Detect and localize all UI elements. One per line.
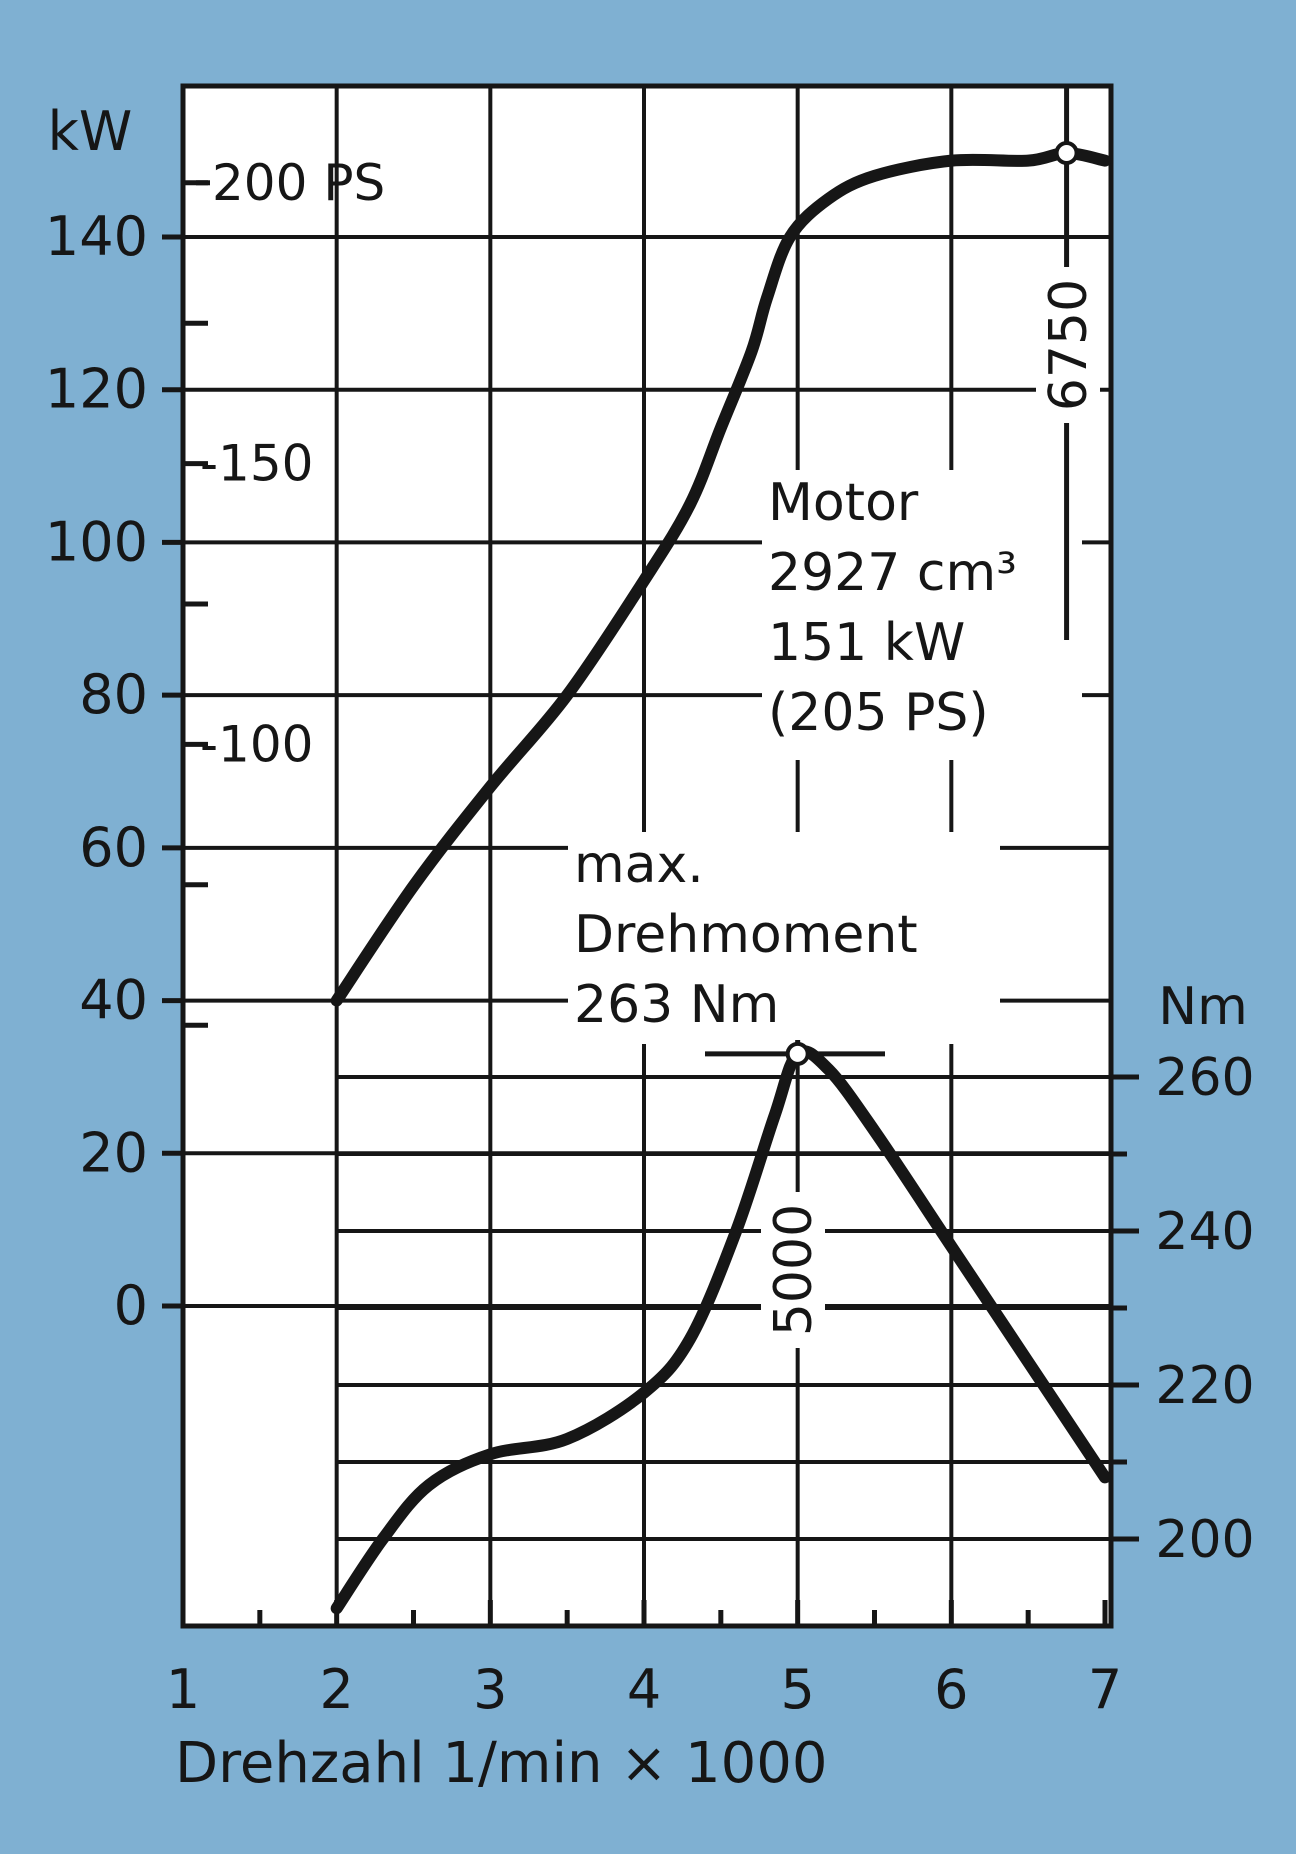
torque-annotation-line: max. <box>574 835 704 895</box>
ps-tick-label: -150 <box>200 435 313 493</box>
torque-curve <box>330 1045 1111 1615</box>
x-tick-label: 2 <box>319 1658 353 1721</box>
label-gaps <box>568 470 1082 1044</box>
x-tick-label: 4 <box>627 1658 661 1721</box>
left-tick-label: 120 <box>45 358 148 421</box>
power-curve <box>330 147 1111 1007</box>
right-tick-label: 220 <box>1155 1356 1254 1416</box>
x-axis-label: Drehzahl 1/min × 1000 <box>175 1731 828 1796</box>
motor-text-gap <box>762 470 1082 760</box>
peak-torque-rpm-group: 5000 <box>761 1192 825 1348</box>
peak-markers <box>785 141 1079 1066</box>
ps-tick-label: 200 PS <box>212 154 385 212</box>
motor-annotation-line: 151 kW <box>768 613 965 673</box>
left-axis-unit: kW <box>48 100 133 163</box>
ps-tick-labels: -100 -150 200 PS <box>196 154 385 773</box>
left-tick-label: 100 <box>45 510 148 573</box>
left-tick-label: 40 <box>79 969 148 1032</box>
left-tick-label: 140 <box>45 205 148 268</box>
peak-torque-marker <box>785 1041 810 1066</box>
left-tick-labels: 0 20 40 60 80 100 120 140 <box>45 205 148 1337</box>
tick-marks <box>162 86 1139 1626</box>
right-tick-label: 200 <box>1155 1510 1254 1570</box>
right-tick-labels: 200 220 240 260 <box>1155 1048 1254 1570</box>
x-tick-label: 7 <box>1088 1658 1122 1721</box>
torque-annotation-line: Drehmoment <box>574 905 918 965</box>
right-tick-label: 260 <box>1155 1048 1254 1108</box>
right-axis-unit: Nm <box>1158 977 1248 1037</box>
ps-tick-label: -100 <box>200 715 313 773</box>
plot-frame <box>180 83 1114 1629</box>
torque-text-gap <box>568 832 1000 1044</box>
peak-torque-rpm-gap <box>761 1192 825 1348</box>
peak-torque-rpm-label: 5000 <box>764 1204 824 1336</box>
peak-power-rpm-group: 6750 <box>1036 267 1100 423</box>
left-tick-label: 20 <box>79 1121 148 1184</box>
peak-power-marker <box>1054 141 1079 166</box>
x-tick-label: 6 <box>934 1658 968 1721</box>
motor-annotation-line: (205 PS) <box>768 683 989 743</box>
peak-power-rpm-label: 6750 <box>1039 279 1099 411</box>
x-tick-labels: 1 2 3 4 5 6 7 <box>166 1658 1122 1721</box>
motor-annotation: Motor 2927 cm³ 151 kW (205 PS) <box>768 473 1017 743</box>
peak-power-rpm-gap <box>1036 267 1100 423</box>
torque-annotation-line: 263 Nm <box>574 975 779 1035</box>
motor-annotation-line: 2927 cm³ <box>768 543 1017 603</box>
x-tick-label: 3 <box>473 1658 507 1721</box>
motor-annotation-line: Motor <box>768 473 919 533</box>
left-tick-label: 60 <box>79 816 148 879</box>
x-tick-label: 1 <box>166 1658 200 1721</box>
left-tick-label: 80 <box>79 663 148 726</box>
torque-annotation: max. Drehmoment 263 Nm <box>574 835 918 1035</box>
left-tick-label: 0 <box>114 1274 148 1337</box>
right-tick-label: 240 <box>1155 1202 1254 1262</box>
x-tick-label: 5 <box>780 1658 814 1721</box>
